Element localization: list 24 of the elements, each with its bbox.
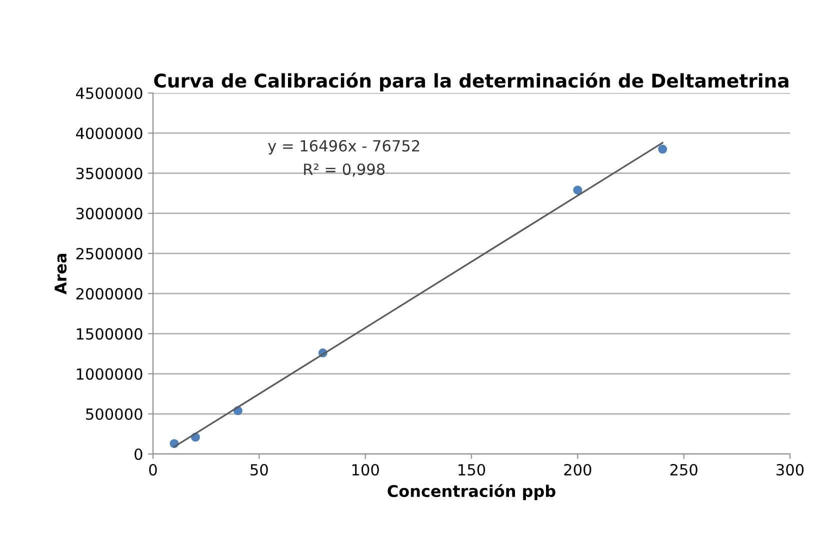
x-tick-label: 0: [149, 464, 157, 476]
x-tick-label: 150: [458, 464, 486, 476]
point: [658, 144, 668, 154]
annotation: y = 16496x - 76752: [268, 140, 420, 155]
x-tick-label: 50: [250, 464, 268, 476]
annotation: R² = 0,998: [304, 163, 385, 177]
y-tick-label: 500000: [86, 408, 142, 420]
x-tick-label: 100: [352, 464, 379, 476]
y-tick-label: 3500000: [76, 168, 142, 180]
x-axis-title: Concentración ppb: [388, 484, 556, 500]
x-tick-label: 300: [776, 464, 804, 476]
y-tick-label: 2000000: [76, 288, 142, 300]
x-tick-label: 250: [670, 464, 698, 476]
y-tick-label: 1500000: [76, 328, 142, 340]
x-tick-label: 200: [564, 464, 592, 476]
y-tick-label: 0: [134, 448, 142, 460]
y-tick-label: 3000000: [76, 208, 142, 220]
y-tick-label: 4000000: [76, 128, 142, 140]
y-tick-label: 4500000: [76, 87, 142, 100]
chart-title: Curva de Calibración para la determinación de Deltametrina: [154, 72, 788, 92]
y-tick-label: 2500000: [76, 248, 142, 260]
point: [573, 186, 582, 195]
y-axis-title: Area: [54, 254, 67, 294]
y-tick-label: 1000000: [76, 368, 142, 380]
